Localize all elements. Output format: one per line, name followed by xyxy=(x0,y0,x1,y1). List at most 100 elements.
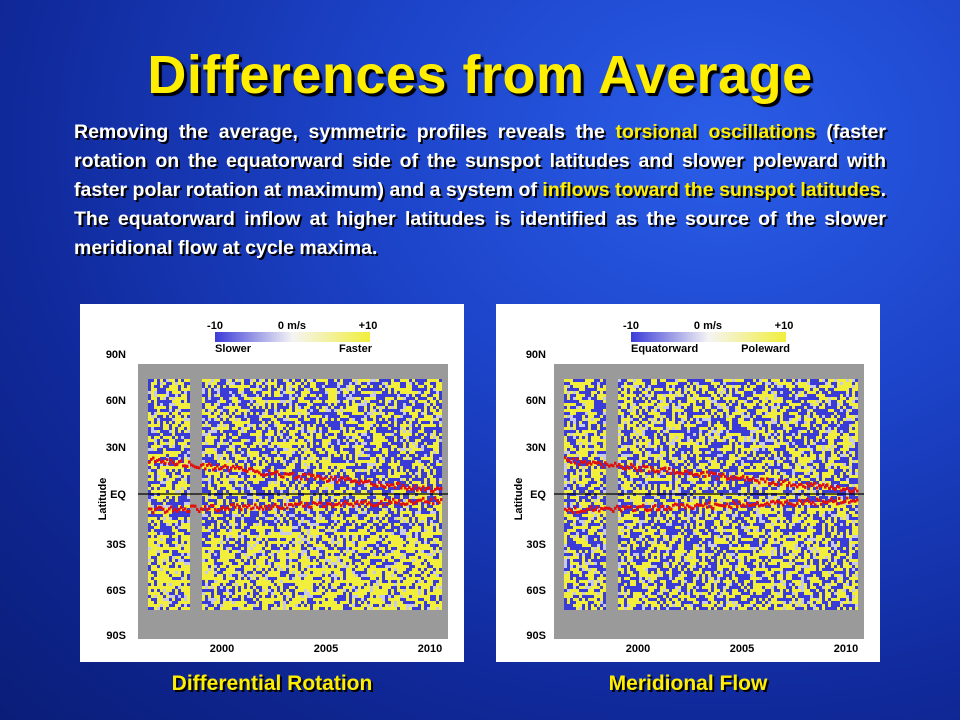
heatmap-cell xyxy=(184,457,187,460)
heatmap-cell xyxy=(310,604,313,607)
heatmap-cell xyxy=(340,379,343,382)
heatmap-cell xyxy=(340,550,343,553)
heatmap-cell xyxy=(271,463,274,466)
heatmap-cell xyxy=(274,508,277,511)
heatmap-cell xyxy=(175,592,178,595)
heatmap-cell xyxy=(208,595,211,598)
heatmap-cell xyxy=(301,460,304,463)
heatmap-cell xyxy=(298,454,301,457)
heatmap-cell xyxy=(349,475,352,478)
heatmap-cell xyxy=(235,436,238,439)
heatmap-cell xyxy=(283,385,286,388)
heatmap-cell xyxy=(205,541,208,544)
heatmap-cell xyxy=(271,379,274,382)
heatmap-cell xyxy=(322,445,325,448)
heatmap-cell xyxy=(244,415,247,418)
heatmap-cell xyxy=(157,463,160,466)
heatmap-cell xyxy=(292,403,295,406)
heatmap-cell xyxy=(316,535,319,538)
heatmap-cell xyxy=(217,532,220,535)
heatmap-cell xyxy=(349,568,352,571)
heatmap-cell xyxy=(292,442,295,445)
heatmap-cell xyxy=(232,415,235,418)
heatmap-cell xyxy=(307,574,310,577)
heatmap-cell xyxy=(172,499,175,502)
heatmap-cell xyxy=(238,511,241,514)
heatmap-cell xyxy=(157,595,160,598)
heatmap-cell xyxy=(181,379,184,382)
heatmap-cell xyxy=(181,469,184,472)
heatmap-cell xyxy=(187,430,190,433)
heatmap-cell xyxy=(250,481,253,484)
heatmap-cell xyxy=(325,406,328,409)
heatmap-cell xyxy=(322,406,325,409)
heatmap-cell xyxy=(265,511,268,514)
heatmap-cell xyxy=(244,568,247,571)
heatmap-cell xyxy=(253,565,256,568)
heatmap-cell xyxy=(322,532,325,535)
heatmap-cell xyxy=(337,550,340,553)
heatmap-cell xyxy=(220,559,223,562)
heatmap-cell xyxy=(313,397,316,400)
heatmap-cell xyxy=(313,457,316,460)
heatmap-cell xyxy=(163,451,166,454)
heatmap-cell xyxy=(352,538,355,541)
heatmap-cell xyxy=(229,604,232,607)
heatmap-cell xyxy=(175,496,178,499)
heatmap-cell xyxy=(316,379,319,382)
heatmap-cell xyxy=(235,535,238,538)
heatmap-cell xyxy=(334,544,337,547)
heatmap-cell xyxy=(172,523,175,526)
heatmap-cell xyxy=(169,475,172,478)
heatmap-cell xyxy=(172,385,175,388)
heatmap-cell xyxy=(175,400,178,403)
heatmap-cell xyxy=(250,439,253,442)
heatmap-cell xyxy=(202,439,205,442)
heatmap-cell xyxy=(217,379,220,382)
heatmap-cell xyxy=(277,562,280,565)
heatmap-cell xyxy=(256,403,259,406)
heatmap-cell xyxy=(220,406,223,409)
heatmap-cell xyxy=(289,592,292,595)
heatmap-cell xyxy=(250,559,253,562)
heatmap-cell xyxy=(166,595,169,598)
heatmap-cell xyxy=(283,397,286,400)
heatmap-cell xyxy=(250,541,253,544)
heatmap-cell xyxy=(256,424,259,427)
heatmap-cell xyxy=(283,430,286,433)
heatmap-cell xyxy=(169,481,172,484)
heatmap-cell xyxy=(226,526,229,529)
heatmap-cell xyxy=(271,523,274,526)
heatmap-cell xyxy=(223,382,226,385)
heatmap-cell xyxy=(325,523,328,526)
heatmap-cell xyxy=(352,424,355,427)
heatmap-cell xyxy=(310,403,313,406)
heatmap-cell xyxy=(241,388,244,391)
heatmap-cell xyxy=(151,451,154,454)
heatmap-cell xyxy=(151,589,154,592)
heatmap-cell xyxy=(172,511,175,514)
heatmap-cell xyxy=(319,472,322,475)
heatmap-cell xyxy=(247,382,250,385)
heatmap-cell xyxy=(214,382,217,385)
heatmap-cell xyxy=(208,523,211,526)
heatmap-cell xyxy=(256,514,259,517)
heatmap-cell xyxy=(244,544,247,547)
heatmap-cell xyxy=(337,484,340,487)
heatmap-cell xyxy=(208,520,211,523)
heatmap-cell xyxy=(244,382,247,385)
heatmap-cell xyxy=(328,526,331,529)
heatmap-cell xyxy=(328,385,331,388)
heatmap-cell xyxy=(241,445,244,448)
heatmap-cell xyxy=(310,385,313,388)
heatmap-cell xyxy=(178,466,181,469)
heatmap-cell xyxy=(265,391,268,394)
heatmap-cell xyxy=(250,388,253,391)
heatmap-cell xyxy=(175,445,178,448)
heatmap-cell xyxy=(304,436,307,439)
heatmap-cell xyxy=(250,589,253,592)
heatmap-cell xyxy=(274,577,277,580)
heatmap-cell xyxy=(220,460,223,463)
heatmap-cell xyxy=(265,427,268,430)
heatmap-cell xyxy=(277,430,280,433)
